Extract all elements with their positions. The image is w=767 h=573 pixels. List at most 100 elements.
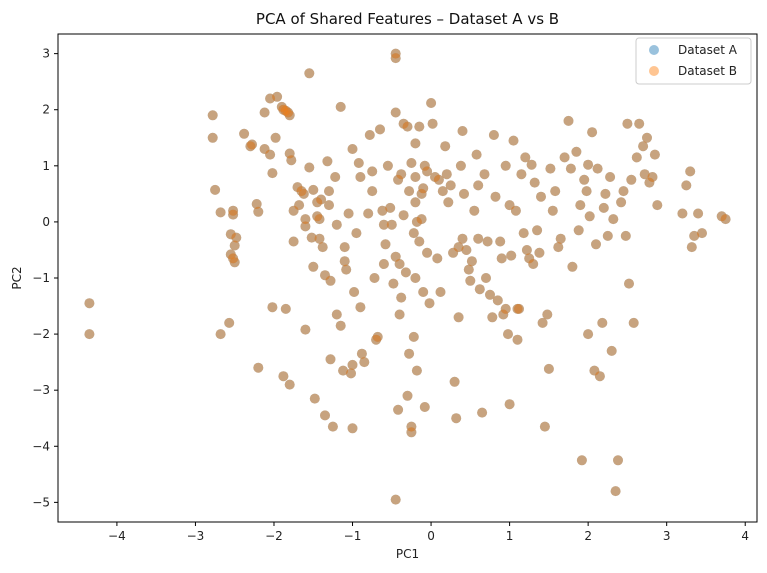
data-point-dataset-b bbox=[622, 118, 633, 129]
data-point-dataset-b bbox=[276, 101, 287, 112]
data-point-dataset-b bbox=[677, 208, 688, 219]
data-point-dataset-a bbox=[720, 214, 731, 225]
data-point-dataset-b bbox=[479, 169, 490, 180]
legend-marker-dataset-b bbox=[649, 66, 659, 76]
data-point-dataset-b bbox=[272, 91, 283, 102]
data-point-dataset-b bbox=[278, 371, 289, 382]
data-point-dataset-b bbox=[306, 232, 317, 243]
data-point-dataset-b bbox=[474, 284, 485, 295]
data-point-dataset-b bbox=[406, 421, 417, 432]
data-point-dataset-b bbox=[422, 247, 433, 258]
data-point-dataset-a bbox=[512, 303, 523, 314]
data-point-dataset-b bbox=[466, 256, 477, 267]
data-point-dataset-a bbox=[547, 205, 558, 216]
data-point-dataset-a bbox=[591, 239, 601, 250]
data-point-dataset-a bbox=[396, 292, 407, 303]
data-point-dataset-a bbox=[440, 141, 451, 152]
y-axis-label: PC2 bbox=[10, 266, 24, 289]
data-point-dataset-b bbox=[563, 115, 574, 126]
data-point-dataset-b bbox=[500, 160, 511, 171]
data-point-dataset-a bbox=[583, 159, 594, 170]
data-point-dataset-a bbox=[369, 273, 380, 283]
data-point-dataset-b bbox=[317, 242, 328, 253]
data-point-dataset-a bbox=[312, 211, 323, 222]
data-point-dataset-a bbox=[259, 107, 270, 118]
data-point-dataset-b bbox=[720, 214, 731, 225]
data-point-dataset-a bbox=[402, 390, 413, 401]
data-point-dataset-b bbox=[363, 208, 374, 219]
data-point-dataset-a bbox=[461, 245, 472, 255]
data-point-dataset-a bbox=[550, 186, 561, 197]
data-point-dataset-a bbox=[433, 174, 444, 185]
data-point-dataset-b bbox=[529, 177, 540, 188]
data-point-dataset-b bbox=[613, 455, 623, 466]
data-point-dataset-b bbox=[414, 236, 425, 247]
x-tick-label: −3 bbox=[187, 529, 205, 543]
data-point-dataset-b bbox=[410, 273, 421, 283]
data-point-dataset-a bbox=[414, 236, 425, 247]
data-point-dataset-b bbox=[353, 158, 364, 168]
data-point-dataset-a bbox=[445, 180, 456, 191]
data-point-dataset-a bbox=[459, 188, 469, 199]
data-point-dataset-b bbox=[375, 124, 385, 135]
data-point-dataset-b bbox=[500, 303, 511, 314]
data-point-dataset-a bbox=[312, 197, 323, 208]
data-point-dataset-b bbox=[638, 141, 649, 152]
data-point-dataset-b bbox=[504, 399, 515, 410]
data-point-dataset-a bbox=[697, 228, 707, 239]
data-point-dataset-b bbox=[283, 107, 294, 118]
data-point-dataset-b bbox=[265, 149, 276, 160]
data-point-dataset-b bbox=[473, 233, 484, 244]
data-point-dataset-a bbox=[597, 317, 608, 328]
data-point-dataset-b bbox=[435, 287, 446, 297]
data-point-dataset-b bbox=[432, 253, 443, 264]
data-point-dataset-a bbox=[528, 259, 539, 269]
data-point-dataset-b bbox=[371, 334, 382, 345]
points-layer bbox=[84, 48, 731, 505]
data-point-dataset-a bbox=[378, 259, 389, 269]
data-point-dataset-a bbox=[506, 250, 517, 261]
data-point-dataset-a bbox=[677, 208, 688, 219]
data-point-dataset-a bbox=[573, 225, 584, 236]
data-point-dataset-b bbox=[225, 229, 236, 240]
data-point-dataset-b bbox=[504, 200, 515, 211]
data-point-dataset-b bbox=[545, 163, 556, 174]
data-point-dataset-b bbox=[322, 156, 333, 167]
data-point-dataset-a bbox=[347, 423, 358, 434]
data-point-dataset-a bbox=[466, 256, 477, 267]
data-point-dataset-b bbox=[378, 259, 389, 269]
data-point-dataset-a bbox=[341, 264, 352, 275]
data-point-dataset-a bbox=[418, 287, 429, 297]
data-point-dataset-a bbox=[338, 365, 349, 376]
data-point-dataset-a bbox=[642, 132, 652, 143]
data-point-dataset-b bbox=[411, 216, 422, 227]
data-point-dataset-b bbox=[386, 219, 397, 230]
data-point-dataset-a bbox=[253, 206, 264, 217]
data-point-dataset-a bbox=[598, 202, 609, 213]
data-point-dataset-a bbox=[296, 186, 307, 197]
data-point-dataset-a bbox=[500, 303, 511, 314]
data-point-dataset-b bbox=[339, 256, 350, 267]
data-point-dataset-b bbox=[591, 239, 601, 250]
data-point-dataset-b bbox=[349, 287, 360, 297]
data-point-dataset-b bbox=[228, 205, 239, 216]
data-point-dataset-a bbox=[406, 158, 417, 168]
data-point-dataset-a bbox=[430, 172, 440, 182]
data-point-dataset-b bbox=[280, 105, 291, 116]
data-point-dataset-b bbox=[215, 207, 226, 218]
data-point-dataset-a bbox=[300, 324, 311, 335]
data-point-dataset-a bbox=[422, 247, 433, 258]
data-point-dataset-a bbox=[207, 132, 218, 143]
data-point-dataset-b bbox=[506, 250, 517, 261]
data-point-dataset-b bbox=[516, 169, 527, 180]
data-point-dataset-b bbox=[394, 259, 405, 269]
data-point-dataset-b bbox=[406, 427, 417, 438]
data-point-dataset-a bbox=[681, 180, 692, 191]
data-point-dataset-a bbox=[270, 132, 281, 143]
y-tick-label: −1 bbox=[32, 271, 50, 285]
data-point-dataset-a bbox=[508, 135, 519, 146]
data-point-dataset-a bbox=[308, 261, 319, 272]
data-point-dataset-b bbox=[628, 317, 639, 328]
data-point-dataset-b bbox=[355, 172, 366, 182]
data-point-dataset-a bbox=[390, 53, 401, 64]
